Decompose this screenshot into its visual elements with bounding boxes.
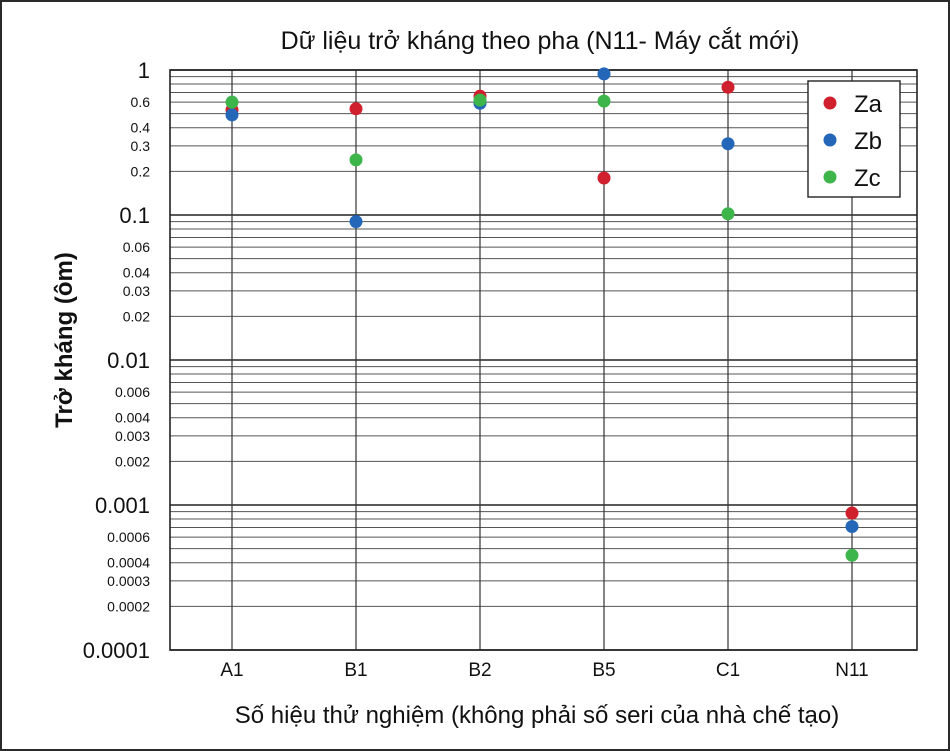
y-tick-label-minor: 0.0004	[107, 555, 150, 571]
plot-border	[169, 69, 918, 651]
data-point-zc	[721, 207, 735, 221]
y-tick-label-minor: 0.6	[131, 94, 151, 110]
legend: Za Zb Zc	[807, 80, 901, 198]
x-axis-label: Số hiệu thử nghiệm (không phải số seri c…	[235, 702, 839, 729]
data-point-zb	[225, 108, 239, 122]
y-axis-label: Trở kháng (ôm)	[51, 252, 78, 428]
legend-label-zc: Zc	[854, 165, 881, 192]
y-tick-label-minor: 0.06	[123, 239, 150, 255]
x-tick-labels: A1 B1 B2 B5 C1 N11	[220, 660, 868, 681]
y-tick-label-minor: 0.002	[115, 453, 150, 469]
x-tick-label: A1	[220, 660, 243, 681]
y-tick-label-major: 0.001	[95, 493, 150, 518]
y-tick-label-minor: 0.0002	[107, 598, 150, 614]
y-tick-label-minor: 0.02	[123, 308, 150, 324]
legend-box	[807, 80, 901, 198]
y-tick-label-minor: 0.003	[115, 428, 150, 444]
y-tick-label-minor: 0.0006	[107, 529, 150, 545]
grid	[169, 69, 918, 651]
y-tick-label-major: 0.1	[119, 203, 150, 228]
y-tick-label-minor: 0.2	[131, 163, 151, 179]
x-tick-label: N11	[835, 660, 868, 681]
chart-title: Dữ liệu trở kháng theo pha (N11- Máy cắt…	[281, 26, 800, 55]
y-tick-label-minor: 0.04	[123, 265, 150, 281]
data-point-zc	[349, 153, 363, 167]
y-tick-label-minor: 0.03	[123, 283, 150, 299]
y-tick-label-major: 0.0001	[83, 638, 150, 663]
legend-label-za: Za	[854, 91, 883, 118]
data-point-zc	[845, 548, 859, 562]
legend-label-zb: Zb	[854, 128, 882, 155]
data-point-zc	[473, 93, 487, 107]
data-point-zb	[349, 215, 363, 229]
y-tick-label-minor: 0.3	[131, 138, 151, 154]
y-tick-label-minor: 0.0003	[107, 573, 150, 589]
y-tick-label-minor: 0.4	[131, 120, 151, 136]
y-tick-label-minor: 0.006	[115, 384, 150, 400]
data-point-zb	[597, 67, 611, 81]
y-tick-label-major: 1	[138, 58, 150, 83]
y-tick-labels: 1 0.1 0.01 0.001 0.0001 0.6 0.4 0.3 0.2 0.06 0.04 0…	[83, 58, 151, 663]
x-tick-label: B2	[468, 660, 491, 681]
legend-marker-zb	[823, 133, 837, 147]
data-point-zc	[225, 95, 239, 109]
data-point-za	[721, 80, 735, 94]
x-tick-label: B1	[344, 660, 367, 681]
data-point-zb	[845, 520, 859, 534]
data-point-za	[349, 102, 363, 116]
data-point-zc	[597, 94, 611, 108]
x-tick-label: B5	[592, 660, 615, 681]
legend-marker-za	[823, 96, 837, 110]
y-tick-label-minor: 0.004	[115, 410, 150, 426]
data-point-za	[845, 506, 859, 520]
legend-marker-zc	[823, 170, 837, 184]
y-tick-label-major: 0.01	[107, 348, 150, 373]
x-tick-label: C1	[716, 660, 740, 681]
data-point-zb	[721, 137, 735, 151]
data-point-za	[597, 171, 611, 185]
data-points	[225, 67, 859, 562]
